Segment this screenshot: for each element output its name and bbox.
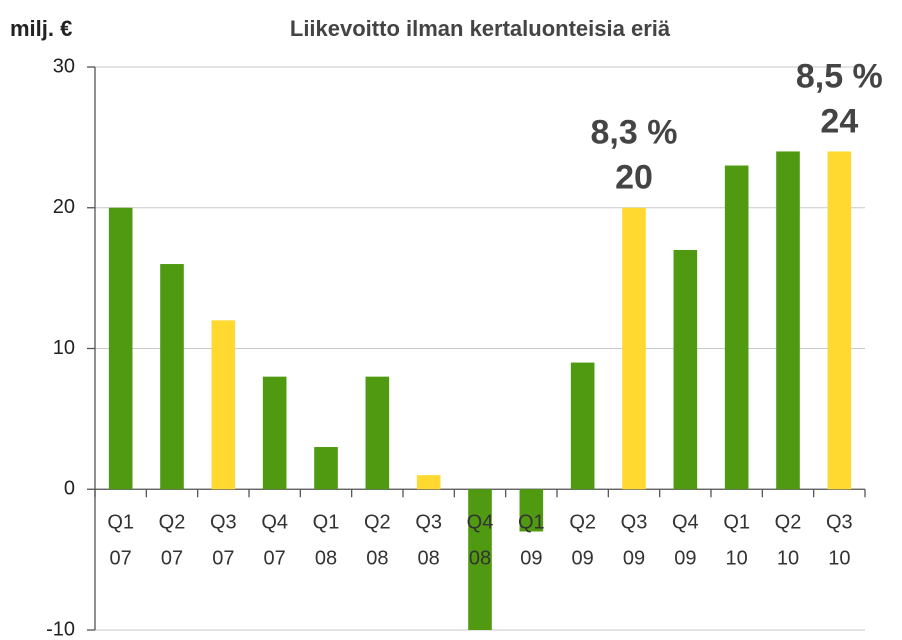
x-tick-label: Q1 [313,512,340,534]
x-tick-label: 09 [572,548,594,570]
y-tick-label: 30 [53,55,75,77]
x-tick-label: 07 [212,548,234,570]
x-tick-label: Q4 [672,512,699,534]
x-tick-label: 07 [264,548,286,570]
x-tick-label: 07 [110,548,132,570]
x-tick-label: Q3 [210,512,237,534]
x-tick-label: 10 [777,548,799,570]
value-label: 24 [820,102,858,140]
y-tick-label: 20 [53,196,75,218]
x-tick-label: Q2 [569,512,596,534]
bar [314,447,338,490]
x-tick-label: Q1 [518,512,545,534]
annotation: 8,3 % [591,114,678,152]
bar [519,489,544,532]
bar [160,264,184,490]
chart-title: Liikevoitto ilman kertaluonteisia eriä [290,16,671,41]
y-tick-label: -10 [46,618,75,640]
value-label: 20 [615,159,653,197]
x-tick-label: 09 [623,548,645,570]
x-tick-label: 08 [418,548,440,570]
bar [776,151,800,490]
bar [211,320,236,490]
annotation: 8,5 % [796,57,883,95]
bar [673,249,698,490]
x-tick-label: 08 [366,548,388,570]
bar [570,362,595,490]
x-tick-label: Q1 [107,512,134,534]
bar [724,165,749,490]
y-axis-label: milj. € [10,16,72,41]
y-tick-label: 10 [53,337,75,359]
x-tick-label: Q3 [415,512,442,534]
bar [416,475,441,490]
x-tick-label: 08 [469,548,491,570]
bar [827,151,852,490]
x-tick-label: 09 [674,548,696,570]
bar [262,376,287,490]
x-tick-label: Q3 [621,512,648,534]
x-tick-label: Q2 [364,512,391,534]
x-tick-label: 10 [726,548,748,570]
x-tick-label: Q3 [826,512,853,534]
bar [468,489,492,630]
x-tick-label: Q2 [775,512,802,534]
x-tick-label: Q4 [467,512,494,534]
x-tick-label: 07 [161,548,183,570]
bar [622,207,646,490]
y-tick-label: 0 [64,478,75,500]
x-tick-label: Q4 [261,512,288,534]
x-tick-label: Q2 [159,512,186,534]
x-tick-label: 08 [315,548,337,570]
x-tick-label: 09 [520,548,542,570]
x-tick-label: 10 [828,548,850,570]
x-tick-label: Q1 [723,512,750,534]
bar [108,207,133,490]
bar [365,376,390,490]
